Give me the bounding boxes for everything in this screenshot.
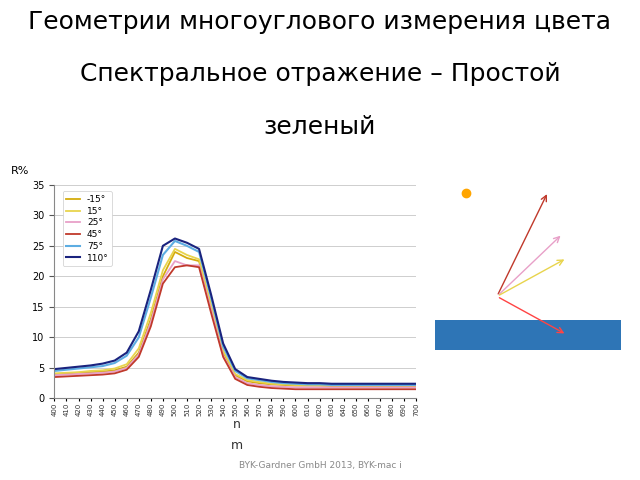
Bar: [435, 320, 621, 350]
Text: зеленый: зеленый: [264, 115, 376, 139]
Text: R%: R%: [11, 166, 29, 176]
Legend: -15°, 15°, 25°, 45°, 75°, 110°: -15°, 15°, 25°, 45°, 75°, 110°: [63, 192, 112, 266]
Text: m: m: [231, 439, 243, 452]
Text: n: n: [233, 418, 241, 432]
Text: Геометрии многоуглового измерения цвета: Геометрии многоуглового измерения цвета: [29, 10, 611, 34]
Text: Спектральное отражение – Простой: Спектральное отражение – Простой: [80, 62, 560, 86]
Text: BYK-Gardner GmbH 2013, BYK-mac i: BYK-Gardner GmbH 2013, BYK-mac i: [239, 461, 401, 470]
